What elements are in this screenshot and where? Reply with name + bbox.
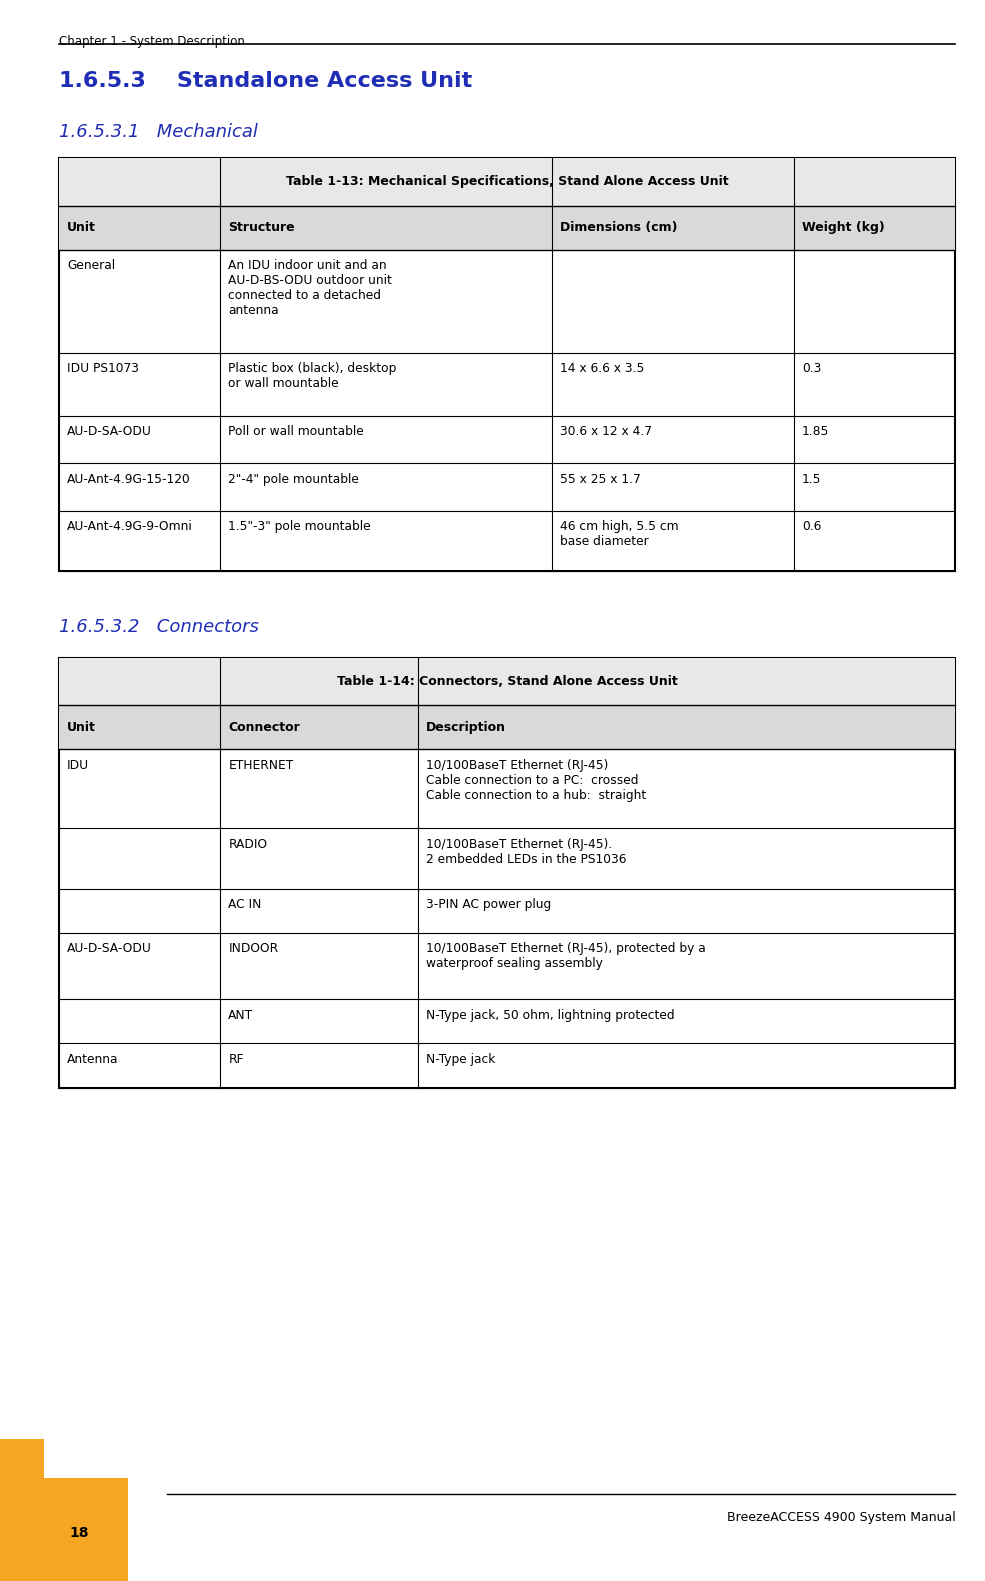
Text: 1.6.5.3.1   Mechanical: 1.6.5.3.1 Mechanical — [59, 123, 258, 141]
Text: IDU: IDU — [67, 759, 89, 772]
Text: 0.3: 0.3 — [802, 362, 821, 375]
Text: RADIO: RADIO — [229, 838, 268, 851]
Text: AU-Ant-4.9G-9-Omni: AU-Ant-4.9G-9-Omni — [67, 520, 193, 533]
Text: Table 1-13: Mechanical Specifications, Stand Alone Access Unit: Table 1-13: Mechanical Specifications, S… — [286, 175, 729, 188]
Text: 18: 18 — [69, 1526, 89, 1540]
Text: Plastic box (black), desktop
or wall mountable: Plastic box (black), desktop or wall mou… — [229, 362, 397, 391]
Bar — [59, 158, 955, 206]
Text: Description: Description — [426, 721, 505, 734]
Text: Poll or wall mountable: Poll or wall mountable — [229, 425, 364, 438]
Bar — [0, 1439, 44, 1478]
Text: Connector: Connector — [229, 721, 300, 734]
Text: 1.5"-3" pole mountable: 1.5"-3" pole mountable — [229, 520, 371, 533]
Text: INDOOR: INDOOR — [229, 942, 279, 955]
Text: ETHERNET: ETHERNET — [229, 759, 294, 772]
Text: AC IN: AC IN — [229, 898, 262, 911]
Text: 10/100BaseT Ethernet (RJ-45).
2 embedded LEDs in the PS1036: 10/100BaseT Ethernet (RJ-45). 2 embedded… — [426, 838, 626, 866]
Text: Unit: Unit — [67, 721, 96, 734]
Text: 30.6 x 12 x 4.7: 30.6 x 12 x 4.7 — [559, 425, 652, 438]
Text: 1.6.5.3    Standalone Access Unit: 1.6.5.3 Standalone Access Unit — [59, 71, 473, 92]
Text: General: General — [67, 259, 115, 272]
Text: AU-D-SA-ODU: AU-D-SA-ODU — [67, 425, 152, 438]
Text: 10/100BaseT Ethernet (RJ-45), protected by a
waterproof sealing assembly: 10/100BaseT Ethernet (RJ-45), protected … — [426, 942, 705, 971]
Text: Structure: Structure — [229, 221, 295, 234]
Text: BreezeACCESS 4900 System Manual: BreezeACCESS 4900 System Manual — [727, 1511, 955, 1524]
Text: An IDU indoor unit and an
AU-D-BS-ODU outdoor unit
connected to a detached
anten: An IDU indoor unit and an AU-D-BS-ODU ou… — [229, 259, 392, 318]
Text: Antenna: Antenna — [67, 1053, 118, 1066]
Text: 1.5: 1.5 — [802, 473, 821, 485]
Text: AU-Ant-4.9G-15-120: AU-Ant-4.9G-15-120 — [67, 473, 191, 485]
Text: 0.6: 0.6 — [802, 520, 821, 533]
Text: 46 cm high, 5.5 cm
base diameter: 46 cm high, 5.5 cm base diameter — [559, 520, 679, 549]
Bar — [0, 1478, 128, 1581]
Text: AU-D-SA-ODU: AU-D-SA-ODU — [67, 942, 152, 955]
Text: N-Type jack, 50 ohm, lightning protected: N-Type jack, 50 ohm, lightning protected — [426, 1009, 674, 1021]
Text: IDU PS1073: IDU PS1073 — [67, 362, 139, 375]
Text: RF: RF — [229, 1053, 244, 1066]
Text: ANT: ANT — [229, 1009, 253, 1021]
Text: Unit: Unit — [67, 221, 96, 234]
Text: Chapter 1 - System Description: Chapter 1 - System Description — [59, 35, 245, 47]
Bar — [59, 658, 955, 705]
Text: 3-PIN AC power plug: 3-PIN AC power plug — [426, 898, 551, 911]
Text: 55 x 25 x 1.7: 55 x 25 x 1.7 — [559, 473, 640, 485]
Bar — [59, 206, 955, 250]
Text: 10/100BaseT Ethernet (RJ-45)
Cable connection to a PC:  crossed
Cable connection: 10/100BaseT Ethernet (RJ-45) Cable conne… — [426, 759, 646, 802]
Text: Dimensions (cm): Dimensions (cm) — [559, 221, 678, 234]
Bar — [59, 158, 955, 571]
Text: 1.85: 1.85 — [802, 425, 829, 438]
Text: Table 1-14: Connectors, Stand Alone Access Unit: Table 1-14: Connectors, Stand Alone Acce… — [337, 675, 678, 688]
Text: 2"-4" pole mountable: 2"-4" pole mountable — [229, 473, 360, 485]
Text: Weight (kg): Weight (kg) — [802, 221, 885, 234]
Bar — [59, 658, 955, 1088]
Text: 1.6.5.3.2   Connectors: 1.6.5.3.2 Connectors — [59, 618, 259, 636]
Text: 14 x 6.6 x 3.5: 14 x 6.6 x 3.5 — [559, 362, 644, 375]
Bar — [59, 705, 955, 749]
Text: N-Type jack: N-Type jack — [426, 1053, 494, 1066]
